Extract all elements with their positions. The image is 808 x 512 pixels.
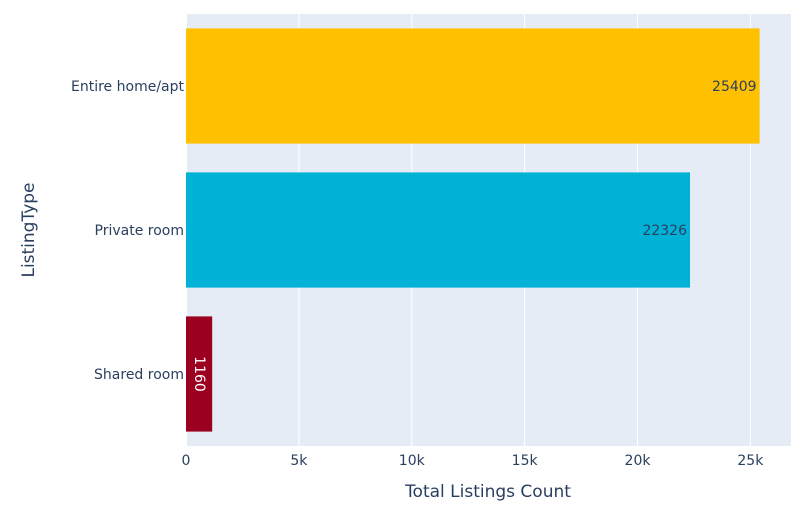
bars-group: 25409 22326 1160: [186, 28, 760, 432]
y-tick-label: Shared room: [94, 367, 184, 383]
x-tick-label: 5k: [290, 453, 308, 469]
bar: [186, 316, 213, 432]
bar: [186, 28, 760, 144]
x-tick-labels: 0 5k 10k 15k 20k 25k: [182, 453, 765, 469]
data-label: 25409: [712, 79, 757, 95]
x-tick-label: 20k: [625, 453, 652, 469]
bar: [186, 172, 691, 288]
y-axis-title: ListingType: [19, 182, 39, 277]
y-tick-labels: Entire home/apt Private room Shared room: [71, 79, 184, 383]
x-axis-title: Total Listings Count: [404, 482, 571, 502]
y-tick-label: Private room: [95, 223, 184, 239]
x-tick-label: 10k: [399, 453, 426, 469]
y-tick-label: Entire home/apt: [71, 79, 184, 95]
x-tick-label: 15k: [512, 453, 539, 469]
data-label: 22326: [642, 223, 687, 239]
x-tick-label: 25k: [737, 453, 764, 469]
x-tick-label: 0: [182, 453, 191, 469]
data-label: 1160: [191, 356, 207, 392]
